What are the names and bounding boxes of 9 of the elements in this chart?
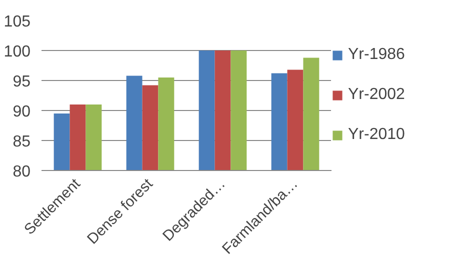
y-tick-label: 80 xyxy=(12,164,31,180)
y-tick-label: 100 xyxy=(4,44,31,60)
legend-label: Yr-1986 xyxy=(348,46,405,64)
legend-label: Yr-2002 xyxy=(348,86,405,104)
y-tick-label: 105 xyxy=(4,14,31,30)
y-tick-label: 95 xyxy=(12,74,31,90)
y-tick-label: 90 xyxy=(12,104,31,120)
y-tick-label: 85 xyxy=(12,134,31,150)
legend-label: Yr-2010 xyxy=(348,126,405,144)
